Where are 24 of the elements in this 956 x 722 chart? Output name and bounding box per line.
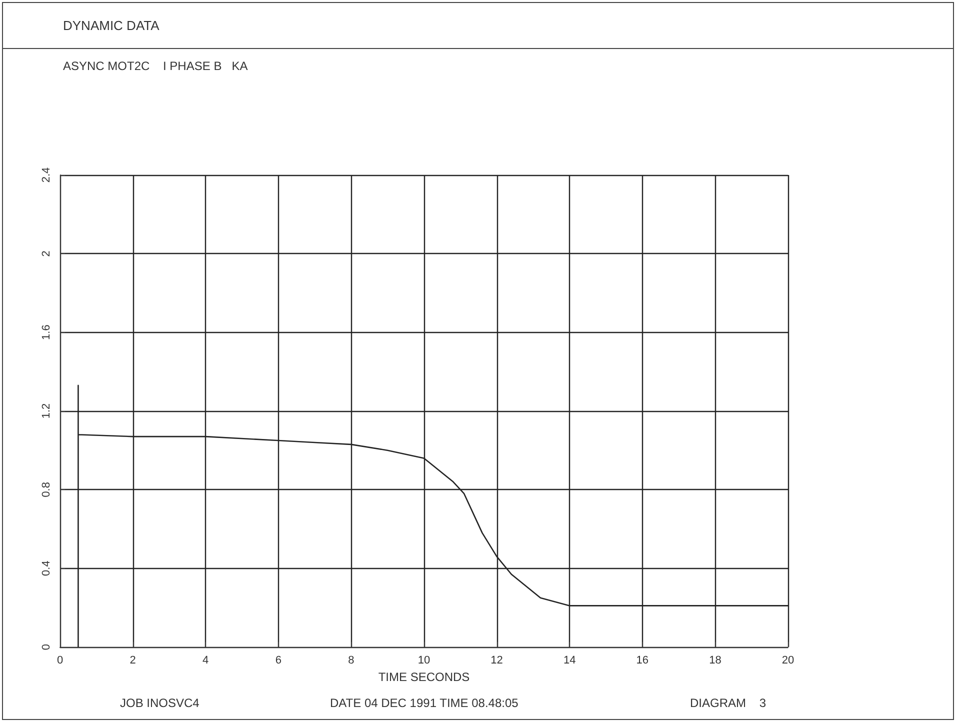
x-tick-label: 10 xyxy=(418,654,430,666)
y-tick-label: 1.6 xyxy=(40,324,52,340)
x-tick-label: 0 xyxy=(56,654,64,666)
y-tick-label: 2 xyxy=(40,250,52,257)
x-tick-label: 14 xyxy=(563,654,576,666)
y-tick-label: 0.4 xyxy=(40,560,52,576)
y-tick-label: 2.4 xyxy=(40,167,52,183)
y-tick-label: 0.8 xyxy=(40,482,52,498)
chart-title: DYNAMIC DATA xyxy=(63,18,160,33)
x-tick-label: 6 xyxy=(275,654,282,666)
x-tick-label: 4 xyxy=(202,654,209,666)
x-tick-label: 16 xyxy=(636,654,649,666)
x-axis-title: TIME SECONDS xyxy=(378,670,470,684)
text: DATE 04 DEC 1991 TIME 08.48:05 xyxy=(330,696,519,710)
x-tick-label: 20 xyxy=(782,654,794,666)
text: DIAGRAM 3 xyxy=(690,696,766,710)
y-tick-label: 1.2 xyxy=(40,403,52,419)
chart-subtitle: ASYNC MOT2C I PHASE B KA xyxy=(63,59,248,73)
x-tick-label: 8 xyxy=(348,654,354,666)
x-tick-label: 18 xyxy=(709,654,722,666)
x-tick-label: 2 xyxy=(130,654,136,666)
x-tick-label: 12 xyxy=(490,654,503,666)
y-tick-label: 0 xyxy=(40,644,52,650)
text: JOB INOSVC4 xyxy=(120,696,200,710)
